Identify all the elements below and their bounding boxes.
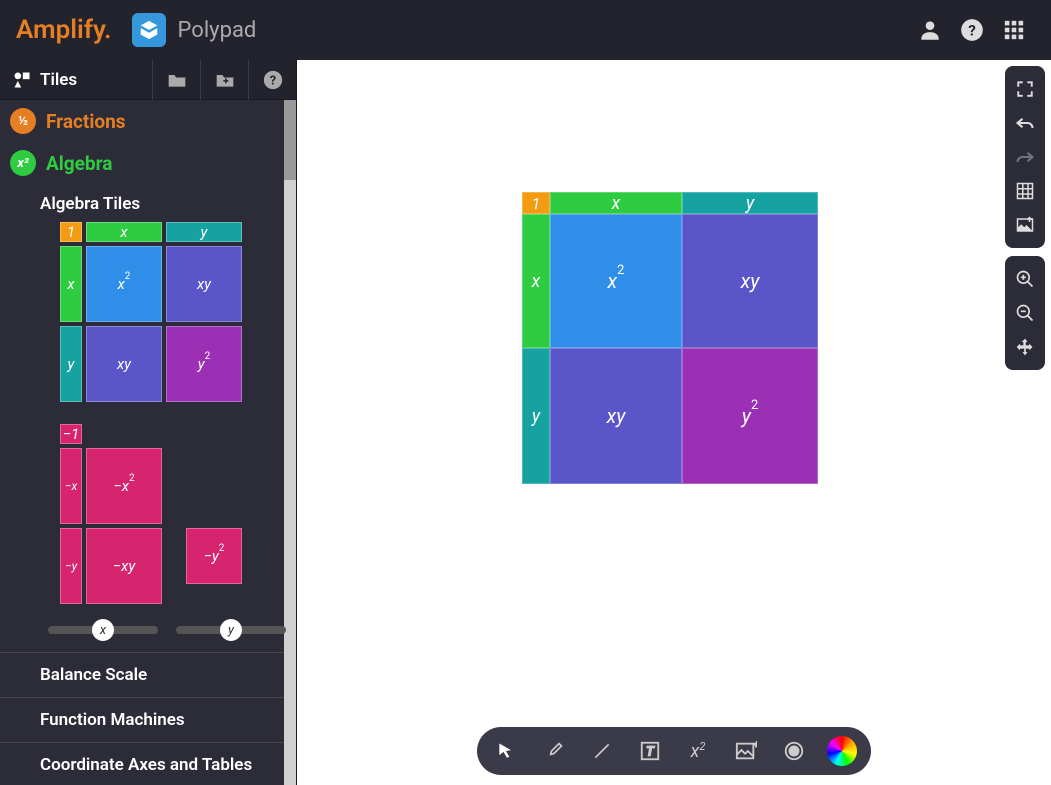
eyedropper-tool[interactable]: [539, 736, 569, 766]
category-label: Fractions: [46, 110, 126, 133]
tile-neg-x-vertical[interactable]: −x: [60, 448, 82, 524]
category-fractions[interactable]: ½ Fractions: [0, 100, 296, 142]
canvas-tile-x2[interactable]: x2: [550, 214, 682, 348]
canvas-tile-xy2[interactable]: xy: [550, 348, 682, 484]
algebra-badge-icon: x²: [10, 150, 36, 176]
svg-text:?: ?: [269, 73, 275, 88]
zoom-out-icon[interactable]: [1005, 296, 1045, 330]
category-label: Algebra: [46, 152, 112, 175]
app-icon[interactable]: [132, 13, 166, 47]
tile-neg-x-squared[interactable]: −x2: [86, 448, 162, 524]
pan-icon[interactable]: [1005, 330, 1045, 364]
tile-x-horizontal[interactable]: x: [86, 222, 162, 242]
category-algebra[interactable]: x² Algebra: [0, 142, 296, 184]
color-picker[interactable]: [827, 736, 857, 766]
undo-icon[interactable]: [1005, 106, 1045, 140]
svg-text:T: T: [646, 745, 655, 760]
bottom-toolbar: T x2 +: [477, 727, 871, 775]
right-rail: [1005, 66, 1045, 370]
canvas-tile-x-v[interactable]: x: [522, 214, 550, 348]
line-tool[interactable]: [587, 736, 617, 766]
app-name: Polypad: [178, 18, 257, 43]
section-coordinate-axes[interactable]: Coordinate Axes and Tables: [0, 742, 296, 785]
algebra-tiles-title: Algebra Tiles: [0, 184, 296, 222]
x-slider[interactable]: x: [48, 626, 158, 634]
apps-grid-icon[interactable]: [993, 9, 1035, 51]
canvas-tile-unit[interactable]: 1: [522, 192, 550, 214]
svg-text:?: ?: [968, 21, 976, 39]
zoom-in-icon[interactable]: [1005, 262, 1045, 296]
brand-logo[interactable]: Amplify.: [16, 15, 112, 45]
fractions-badge-icon: ½: [10, 108, 36, 134]
canvas[interactable]: 1 x y x x2 xy y xy y2: [297, 60, 1051, 785]
tile-neg-unit[interactable]: −1: [60, 424, 82, 444]
fullscreen-icon[interactable]: [1005, 72, 1045, 106]
sidebar-scroll[interactable]: ½ Fractions x² Algebra Algebra Tiles 1 x…: [0, 100, 296, 785]
tile-neg-y-squared[interactable]: −y2: [186, 528, 242, 584]
x-slider-thumb[interactable]: x: [92, 619, 114, 641]
canvas-tile-x-h[interactable]: x: [550, 192, 682, 214]
tile-xy[interactable]: xy: [166, 246, 242, 322]
tile-y-horizontal[interactable]: y: [166, 222, 242, 242]
tile-y-vertical[interactable]: y: [60, 326, 82, 402]
folder-icon[interactable]: [152, 60, 200, 100]
help-icon[interactable]: ?: [951, 9, 993, 51]
positive-tiles-grid: 1 x y x x2 xy y xy y2: [0, 222, 296, 402]
user-icon[interactable]: [909, 9, 951, 51]
tile-unit[interactable]: 1: [60, 222, 82, 242]
top-bar: Amplify. Polypad ?: [0, 0, 1051, 60]
tile-xy-2[interactable]: xy: [86, 326, 162, 402]
tile-y-squared[interactable]: y2: [166, 326, 242, 402]
image-tool[interactable]: +: [731, 736, 761, 766]
sidebar: Tiles ? ½ Fractions: [0, 60, 297, 785]
canvas-tile-group: 1 x y x x2 xy y xy y2: [522, 192, 818, 484]
grid-icon[interactable]: [1005, 174, 1045, 208]
sidebar-help-icon[interactable]: ?: [248, 60, 296, 100]
sliders-row: x y: [0, 608, 296, 652]
negative-tiles-grid: −1 −x −x2 −y −xy −y2: [0, 424, 296, 604]
svg-text:+: +: [754, 741, 757, 750]
tiles-tab[interactable]: Tiles: [0, 60, 89, 99]
tile-neg-xy[interactable]: −xy: [86, 528, 162, 604]
text-tool[interactable]: T: [635, 736, 665, 766]
tiles-tab-label: Tiles: [40, 70, 77, 90]
tile-x-vertical[interactable]: x: [60, 246, 82, 322]
equation-tool[interactable]: x2: [683, 736, 713, 766]
folder-add-icon[interactable]: [200, 60, 248, 100]
y-slider-thumb[interactable]: y: [220, 619, 242, 641]
scrollbar-thumb[interactable]: [284, 100, 296, 180]
redo-icon[interactable]: [1005, 140, 1045, 174]
canvas-tile-y-h[interactable]: y: [682, 192, 818, 214]
canvas-tile-y2[interactable]: y2: [682, 348, 818, 484]
export-image-icon[interactable]: [1005, 208, 1045, 242]
y-slider[interactable]: y: [176, 626, 286, 634]
section-balance-scale[interactable]: Balance Scale: [0, 652, 296, 697]
sidebar-header: Tiles ?: [0, 60, 296, 100]
scrollbar-track[interactable]: [284, 100, 296, 785]
section-function-machines[interactable]: Function Machines: [0, 697, 296, 742]
tile-x-squared[interactable]: x2: [86, 246, 162, 322]
shape-tool[interactable]: [779, 736, 809, 766]
tile-neg-y-vertical[interactable]: −y: [60, 528, 82, 604]
canvas-tile-xy[interactable]: xy: [682, 214, 818, 348]
pointer-tool[interactable]: [491, 736, 521, 766]
canvas-tile-y-v[interactable]: y: [522, 348, 550, 484]
